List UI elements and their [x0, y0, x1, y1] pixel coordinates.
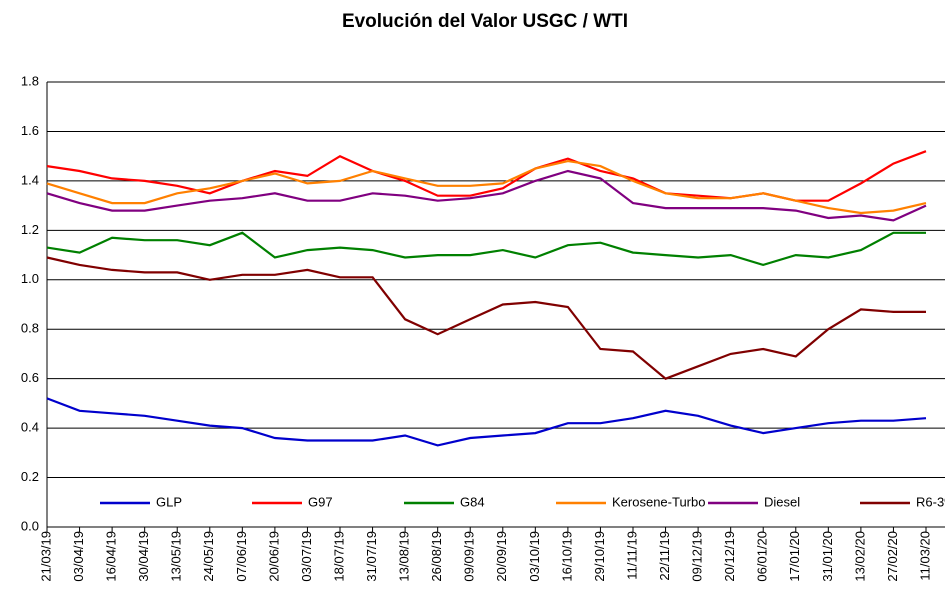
legend-label: R6-3%: [916, 494, 945, 509]
legend-label: G84: [460, 494, 485, 509]
x-tick-label: 30/04/19: [136, 531, 151, 582]
x-tick-label: 11/11/19: [624, 531, 639, 580]
x-tick-label: 16/10/19: [559, 531, 574, 582]
x-tick-label: 20/12/19: [722, 531, 737, 582]
legend-label: Diesel: [764, 494, 800, 509]
x-tick-label: 17/01/20: [787, 531, 802, 582]
x-tick-label: 26/08/19: [429, 531, 444, 582]
y-tick-label: 0.6: [21, 370, 39, 385]
series-line: [46, 397, 927, 447]
x-tick-label: 03/10/19: [527, 531, 542, 582]
y-tick-label: 1.8: [21, 73, 39, 88]
x-tick-label: 31/01/20: [820, 531, 835, 582]
series-line: [46, 256, 926, 380]
x-tick-label: 20/06/19: [266, 531, 281, 582]
x-tick-label: 31/07/19: [364, 531, 379, 582]
x-tick-label: 03/07/19: [299, 531, 314, 582]
x-tick-label: 18/07/19: [331, 531, 346, 582]
x-tick-label: 16/04/19: [104, 531, 119, 582]
x-tick-label: 29/10/19: [592, 531, 607, 582]
y-tick-label: 0.2: [21, 469, 39, 484]
y-tick-label: 1.0: [21, 271, 39, 286]
x-tick-label: 03/04/19: [71, 531, 86, 582]
x-tick-label: 20/09/19: [494, 531, 509, 582]
x-tick-label: 11/03/20: [917, 531, 932, 581]
x-tick-label: 13/05/19: [169, 531, 184, 582]
series-line: [46, 159, 927, 215]
x-tick-label: 24/05/19: [201, 531, 216, 582]
y-tick-label: 1.2: [21, 222, 39, 237]
series-line: [46, 169, 927, 222]
x-tick-label: 27/02/20: [885, 531, 900, 582]
x-tick-label: 06/01/20: [755, 531, 770, 582]
x-tick-label: 13/02/20: [852, 531, 867, 582]
x-tick-label: 13/08/19: [397, 531, 412, 582]
x-tick-label: 09/09/19: [462, 531, 477, 582]
y-tick-label: 0.0: [21, 518, 39, 533]
legend-label: GLP: [156, 494, 182, 509]
y-tick-label: 0.4: [21, 420, 39, 435]
legend-label: Kerosene-Turbo: [612, 494, 705, 509]
x-tick-label: 22/11/19: [657, 531, 672, 581]
x-tick-label: 09/12/19: [690, 531, 705, 582]
x-tick-label: 07/06/19: [234, 531, 249, 582]
y-tick-label: 1.4: [21, 172, 39, 187]
x-tick-label: 21/03/19: [38, 531, 53, 582]
chart-title: Evolución del Valor USGC / WTI: [342, 11, 628, 32]
series-line: [46, 231, 926, 267]
legend-label: G97: [308, 494, 333, 509]
y-tick-label: 0.8: [21, 321, 39, 336]
y-tick-label: 1.6: [21, 123, 39, 138]
